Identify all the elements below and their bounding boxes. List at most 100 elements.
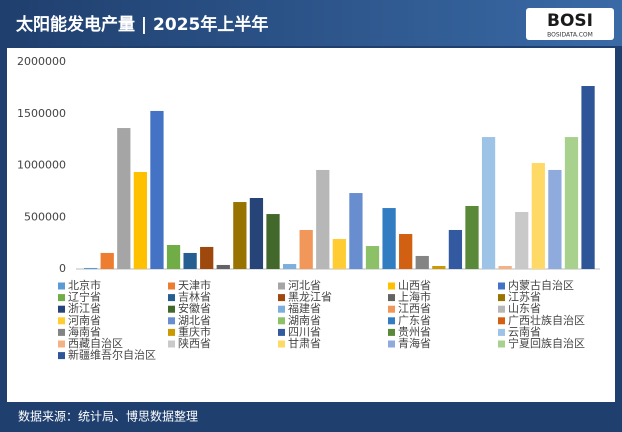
bar bbox=[200, 246, 214, 269]
legend-swatch bbox=[388, 282, 395, 290]
legend-label: 甘肃省 bbox=[288, 337, 321, 350]
legend-swatch bbox=[58, 282, 65, 290]
bar bbox=[432, 265, 446, 269]
legend-label: 湖北省 bbox=[178, 314, 211, 327]
legend-swatch bbox=[498, 294, 505, 302]
legend-swatch bbox=[278, 317, 285, 325]
legend-label: 云南省 bbox=[508, 325, 541, 338]
bar bbox=[266, 214, 280, 269]
bar bbox=[216, 264, 230, 269]
logo-box bbox=[526, 8, 614, 40]
plot-panel bbox=[7, 48, 615, 402]
legend-label: 辽宁省 bbox=[68, 290, 101, 304]
bar bbox=[117, 128, 131, 269]
bar bbox=[150, 110, 164, 269]
legend-swatch bbox=[388, 328, 395, 336]
legend-swatch bbox=[388, 305, 395, 313]
bar bbox=[531, 163, 545, 269]
legend-label: 四川省 bbox=[288, 325, 321, 338]
bar bbox=[100, 252, 114, 269]
legend-label: 重庆市 bbox=[178, 324, 211, 338]
legend-label: 黑龙江省 bbox=[288, 291, 332, 304]
legend-swatch bbox=[278, 305, 285, 313]
y-tick-label: 1500000 bbox=[17, 107, 66, 120]
legend-label: 广西壮族自治区 bbox=[508, 313, 585, 327]
legend-swatch bbox=[388, 317, 395, 325]
logo: BOSI bbox=[547, 11, 593, 31]
legend-label: 新疆维吾尔自治区 bbox=[68, 348, 156, 362]
legend-label: 北京市 bbox=[68, 278, 101, 292]
bar bbox=[465, 205, 479, 269]
legend-label: 河南省 bbox=[68, 314, 101, 327]
source-note: 数据来源：统计局、博思数据整理 bbox=[18, 409, 198, 424]
bar bbox=[133, 172, 148, 269]
legend-label: 天津市 bbox=[178, 278, 211, 292]
legend-swatch bbox=[278, 294, 285, 302]
legend-swatch bbox=[278, 282, 285, 290]
legend-label: 吉林省 bbox=[178, 290, 211, 304]
bar bbox=[249, 197, 264, 269]
logo-sub: BOSIDATA.COM bbox=[547, 32, 593, 39]
legend-label: 陕西省 bbox=[178, 336, 211, 350]
legend-swatch bbox=[58, 294, 65, 302]
legend-label: 贵州省 bbox=[398, 325, 431, 338]
bar bbox=[365, 246, 380, 269]
legend-swatch bbox=[168, 282, 175, 290]
legend-label: 宁夏回族自治区 bbox=[508, 336, 585, 350]
legend-swatch bbox=[498, 317, 505, 325]
bar bbox=[415, 255, 429, 269]
legend-swatch bbox=[168, 317, 175, 325]
bar bbox=[282, 264, 297, 269]
y-tick-label: 2000000 bbox=[17, 55, 66, 68]
bar bbox=[564, 137, 579, 269]
legend-label: 内蒙古自治区 bbox=[508, 278, 574, 292]
legend-swatch bbox=[388, 294, 395, 302]
legend-swatch bbox=[498, 282, 505, 290]
legend-label: 海南省 bbox=[68, 324, 101, 338]
bar bbox=[316, 169, 330, 269]
legend-swatch bbox=[278, 340, 285, 348]
y-tick-label: 0 bbox=[59, 262, 66, 275]
legend-label: 江西省 bbox=[398, 302, 431, 315]
legend-label: 上海市 bbox=[398, 290, 431, 304]
chart-title: 太阳能发电产量 | 2025年上半年 bbox=[16, 14, 268, 35]
legend-label: 山西省 bbox=[398, 279, 431, 292]
y-tick-label: 1000000 bbox=[17, 159, 66, 172]
bar bbox=[183, 252, 197, 269]
bar bbox=[581, 86, 595, 270]
legend-label: 青海省 bbox=[398, 336, 431, 350]
legend-label: 福建省 bbox=[288, 301, 321, 315]
bar bbox=[166, 244, 181, 269]
bar bbox=[233, 202, 247, 269]
bar bbox=[548, 169, 562, 269]
bar bbox=[399, 234, 413, 269]
bar bbox=[349, 193, 363, 269]
legend-swatch bbox=[388, 340, 395, 348]
legend-swatch bbox=[58, 340, 65, 348]
legend-label: 西藏自治区 bbox=[68, 336, 123, 350]
legend-swatch bbox=[168, 340, 175, 348]
header-band bbox=[0, 0, 622, 46]
bar bbox=[515, 211, 529, 269]
legend-swatch bbox=[278, 328, 285, 336]
legend-label: 浙江省 bbox=[68, 302, 101, 315]
legend-label: 江苏省 bbox=[508, 291, 541, 304]
legend-swatch bbox=[168, 294, 175, 302]
legend-swatch bbox=[58, 305, 65, 313]
bar bbox=[498, 265, 512, 269]
legend-swatch bbox=[498, 305, 505, 313]
legend-swatch bbox=[498, 340, 505, 348]
legend-swatch bbox=[58, 328, 65, 336]
legend-label: 安徽省 bbox=[178, 301, 211, 315]
legend-label: 湖南省 bbox=[288, 314, 321, 327]
bar bbox=[481, 137, 496, 269]
bar bbox=[382, 208, 396, 269]
legend-swatch bbox=[498, 328, 505, 336]
legend-label: 河北省 bbox=[288, 279, 321, 292]
legend-swatch bbox=[58, 352, 65, 360]
y-tick-label: 500000 bbox=[24, 210, 66, 223]
legend-swatch bbox=[168, 328, 175, 336]
legend-label: 山东省 bbox=[508, 302, 541, 315]
legend-swatch bbox=[168, 305, 175, 313]
